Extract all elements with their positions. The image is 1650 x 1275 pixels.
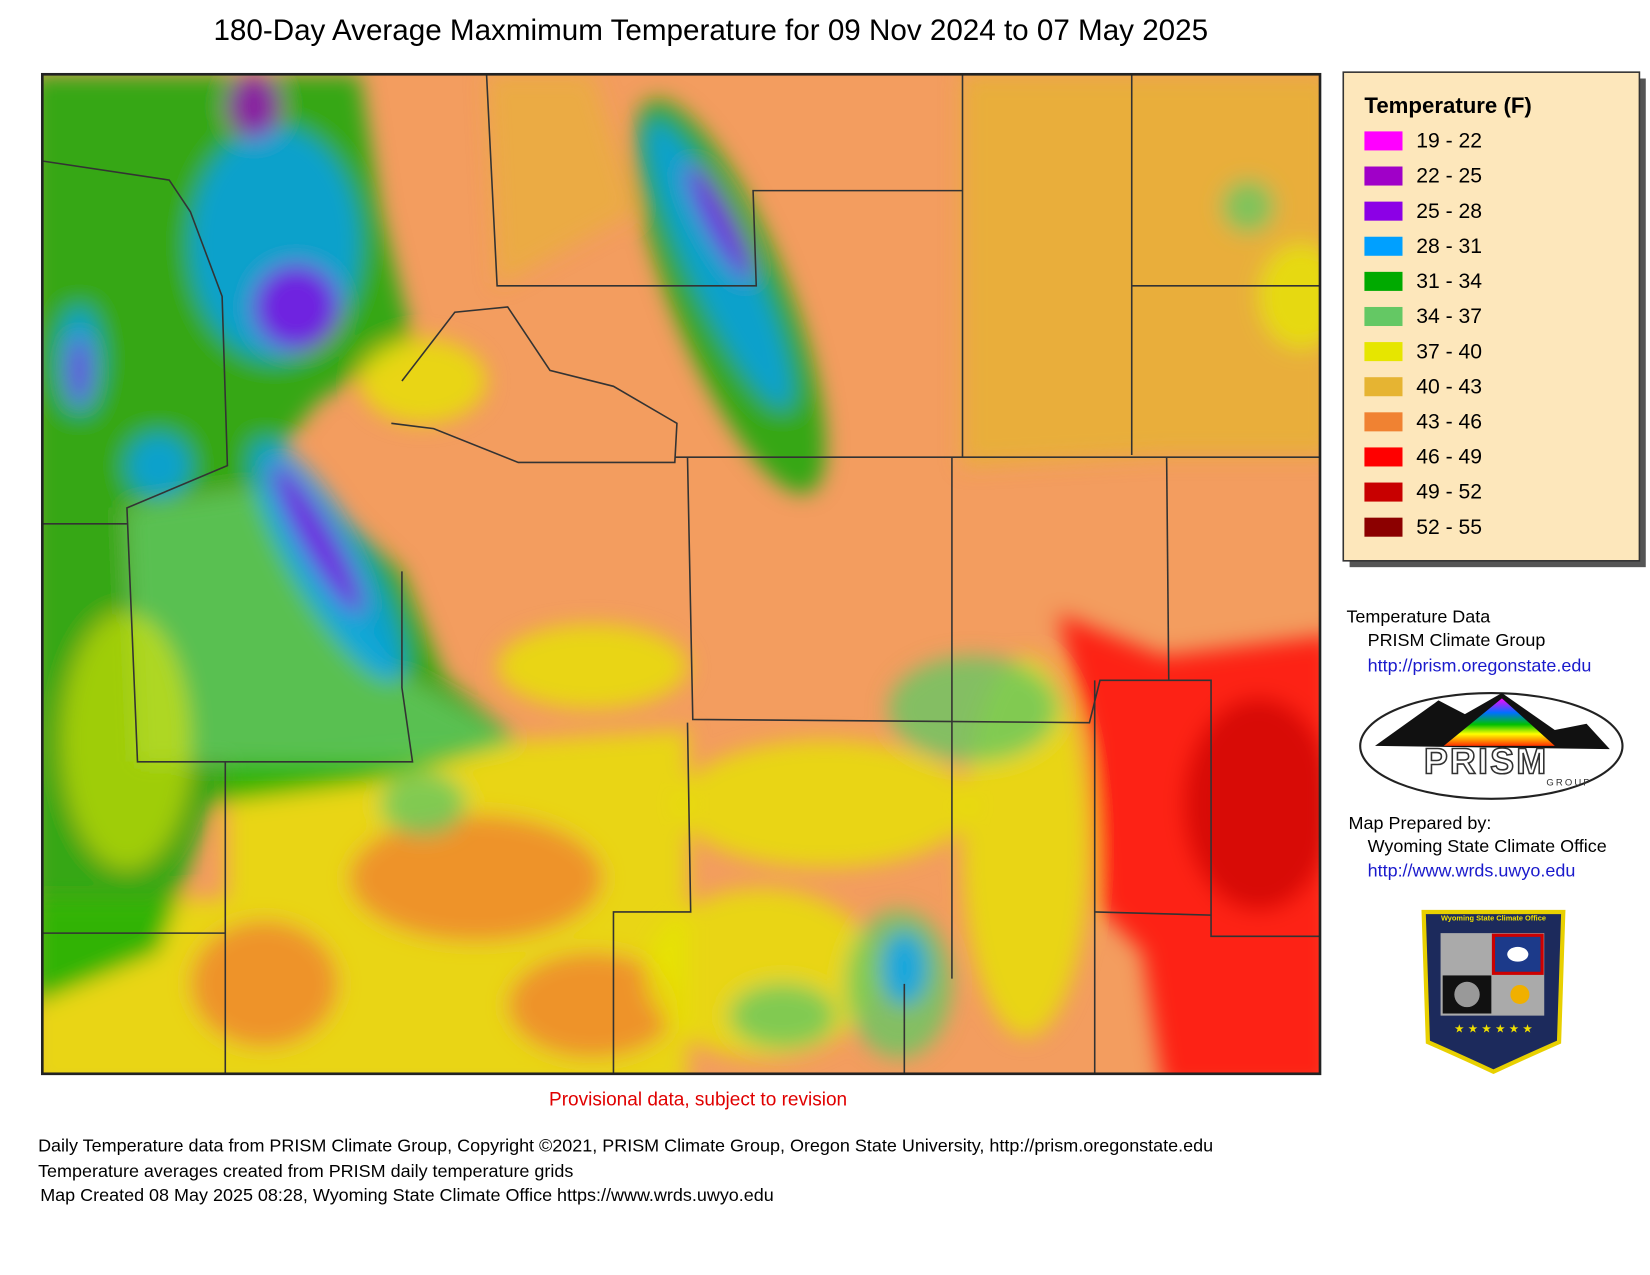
legend-swatch bbox=[1364, 306, 1403, 327]
region bbox=[497, 624, 688, 709]
legend-label: 46 - 49 bbox=[1416, 446, 1482, 469]
title: 180-Day Average Maxmimum Temperature for… bbox=[213, 14, 1208, 47]
region bbox=[646, 120, 793, 410]
credit-url[interactable]: http://prism.oregonstate.edu bbox=[1368, 655, 1592, 675]
region bbox=[888, 656, 1058, 762]
region bbox=[190, 920, 339, 1048]
region bbox=[881, 931, 928, 1006]
footer-line: Map Created 08 May 2025 08:28, Wyoming S… bbox=[40, 1185, 774, 1205]
wsco-logo: Wyoming State Climate Office ★ ★ ★ ★ ★ ★ bbox=[1421, 909, 1566, 1075]
legend-swatch bbox=[1364, 342, 1403, 362]
region bbox=[359, 338, 487, 424]
region bbox=[227, 74, 281, 138]
region bbox=[380, 772, 466, 836]
footer-line: Temperature averages created from PRISM … bbox=[38, 1161, 573, 1181]
legend-label: 28 - 31 bbox=[1416, 235, 1482, 258]
prism-logo: PRISM GROUP bbox=[1359, 691, 1624, 800]
region bbox=[486, 74, 635, 286]
wsco-logo-text: Wyoming State Climate Office bbox=[1441, 913, 1546, 922]
legend-label: 25 - 28 bbox=[1416, 200, 1482, 223]
footer-line: Daily Temperature data from PRISM Climat… bbox=[38, 1136, 1213, 1156]
legend-swatch bbox=[1364, 377, 1403, 397]
region bbox=[962, 74, 1320, 466]
legend-swatch bbox=[1364, 201, 1403, 221]
legend-label: 40 - 43 bbox=[1416, 375, 1482, 398]
region bbox=[126, 486, 519, 762]
region bbox=[1184, 698, 1320, 910]
legend-swatch bbox=[1364, 517, 1403, 537]
legend-label: 22 - 25 bbox=[1416, 165, 1482, 188]
prepared-heading: Map Prepared by: bbox=[1349, 813, 1492, 833]
legend-label: 37 - 40 bbox=[1416, 340, 1482, 363]
temperature-field bbox=[42, 74, 1320, 1074]
legend-items: 19 - 22 22 - 25 25 - 28 28 - 31 31 - 34 34 - … bbox=[1364, 130, 1482, 539]
region bbox=[1221, 180, 1275, 233]
region bbox=[687, 166, 752, 279]
legend-label: 52 - 55 bbox=[1416, 516, 1482, 539]
legend-swatch bbox=[1364, 166, 1403, 186]
legend-swatch bbox=[1364, 482, 1403, 502]
region bbox=[507, 952, 677, 1058]
credit-heading: Temperature Data bbox=[1346, 607, 1490, 627]
region bbox=[63, 613, 191, 868]
region bbox=[126, 433, 191, 498]
prism-logo-sub: GROUP bbox=[1546, 777, 1591, 788]
region bbox=[676, 740, 974, 868]
legend-swatch bbox=[1364, 447, 1403, 467]
svg-text:★ ★ ★ ★ ★ ★: ★ ★ ★ ★ ★ ★ bbox=[1454, 1022, 1533, 1035]
legend-swatch bbox=[1364, 236, 1403, 256]
prepared-by: Wyoming State Climate Office bbox=[1368, 836, 1607, 856]
legend-label: 34 - 37 bbox=[1416, 305, 1482, 328]
region bbox=[70, 338, 88, 403]
region bbox=[253, 264, 339, 350]
legend-label: 43 - 46 bbox=[1416, 410, 1482, 433]
legend-label: 19 - 22 bbox=[1416, 130, 1482, 153]
prepared-url[interactable]: http://www.wrds.uwyo.edu bbox=[1368, 861, 1576, 881]
credit-source: PRISM Climate Group bbox=[1368, 630, 1546, 650]
legend-swatch bbox=[1364, 271, 1403, 291]
legend-label: 49 - 52 bbox=[1416, 481, 1482, 504]
legend-swatch bbox=[1364, 131, 1403, 151]
region bbox=[729, 983, 836, 1048]
legend-label: 31 - 34 bbox=[1416, 270, 1482, 293]
prism-logo-text: PRISM bbox=[1424, 740, 1548, 781]
map bbox=[42, 74, 1320, 1074]
region bbox=[349, 814, 603, 942]
legend-swatch bbox=[1364, 412, 1403, 432]
region bbox=[272, 465, 362, 614]
legend-title: Temperature (F) bbox=[1364, 93, 1531, 118]
map-border bbox=[40, 72, 1322, 1076]
region bbox=[1258, 243, 1320, 350]
provisional-note: Provisional data, subject to revision bbox=[549, 1089, 847, 1110]
county-lines bbox=[42, 74, 1320, 1074]
